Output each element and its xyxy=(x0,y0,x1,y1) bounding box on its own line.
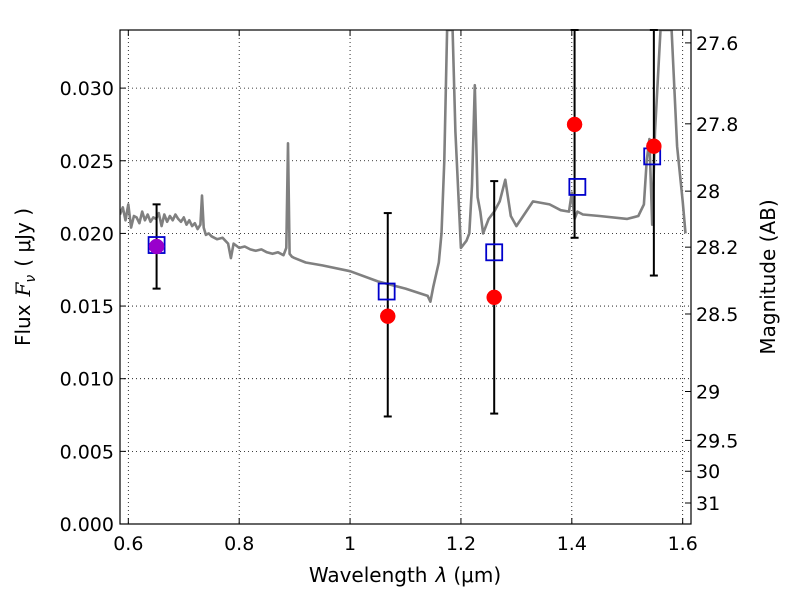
y-axis-label-unit: ( μJy ) xyxy=(11,208,35,267)
y-tick-label: 0.020 xyxy=(60,223,114,245)
y-tick-label: 0.015 xyxy=(60,296,114,318)
y-axis-label-symbol: F xyxy=(11,281,35,297)
y2-tick-label: 29.5 xyxy=(696,430,738,452)
y2-axis-label: Magnitude (AB) xyxy=(756,199,780,354)
data-layer xyxy=(120,30,687,303)
observed-point xyxy=(486,289,502,306)
x-axis-label: Wavelength λ (μm) xyxy=(309,563,501,587)
y2-tick-label: 27.8 xyxy=(696,114,738,136)
y2-tick-label: 28 xyxy=(696,181,720,203)
sed-template-line xyxy=(120,30,687,303)
x-axis-label-text: Wavelength xyxy=(309,563,428,587)
x-tick-label: 0.8 xyxy=(224,533,254,555)
x-tick-label: 1.2 xyxy=(446,533,476,555)
model-point xyxy=(377,282,396,301)
y-axis-label: Flux Fν ( μJy ) xyxy=(11,208,39,346)
x-tick-label: 1.6 xyxy=(668,533,698,555)
x-tick-label: 0.6 xyxy=(113,533,143,555)
y2-tick-label: 27.6 xyxy=(696,33,738,55)
axis-ticks: 0.6 0.8 1 1.2 1.4 1.6 0.000 0.005 0.010 0.015 0.02… xyxy=(60,30,738,555)
x-tick-label: 1 xyxy=(344,533,356,555)
model-point xyxy=(485,243,504,262)
y-axis-label-text: Flux xyxy=(11,304,35,346)
y-tick-label: 0.005 xyxy=(60,441,114,463)
model-point xyxy=(568,178,587,196)
plot-background xyxy=(120,30,691,524)
y2-tick-label: 28.5 xyxy=(696,304,738,326)
observed-point xyxy=(380,308,396,324)
y-tick-label: 0.025 xyxy=(60,151,114,173)
y-tick-label: 0.030 xyxy=(60,78,114,100)
y2-tick-label: 28.2 xyxy=(696,237,738,259)
plot-frame xyxy=(119,29,692,525)
observed-point xyxy=(646,138,662,154)
y-axis-label-subscript: ν xyxy=(23,275,39,283)
observed-point xyxy=(148,238,165,255)
y2-tick-label: 31 xyxy=(696,493,720,515)
x-axis-label-unit: (μm) xyxy=(453,563,501,587)
y2-tick-label: 30 xyxy=(696,461,720,483)
observed-point xyxy=(566,116,583,133)
y-tick-label: 0.010 xyxy=(60,369,114,391)
x-tick-label: 1.4 xyxy=(557,533,587,555)
x-axis-label-symbol: λ xyxy=(435,563,448,587)
y-tick-label: 0.000 xyxy=(60,514,114,536)
y2-tick-label: 29 xyxy=(696,381,720,403)
